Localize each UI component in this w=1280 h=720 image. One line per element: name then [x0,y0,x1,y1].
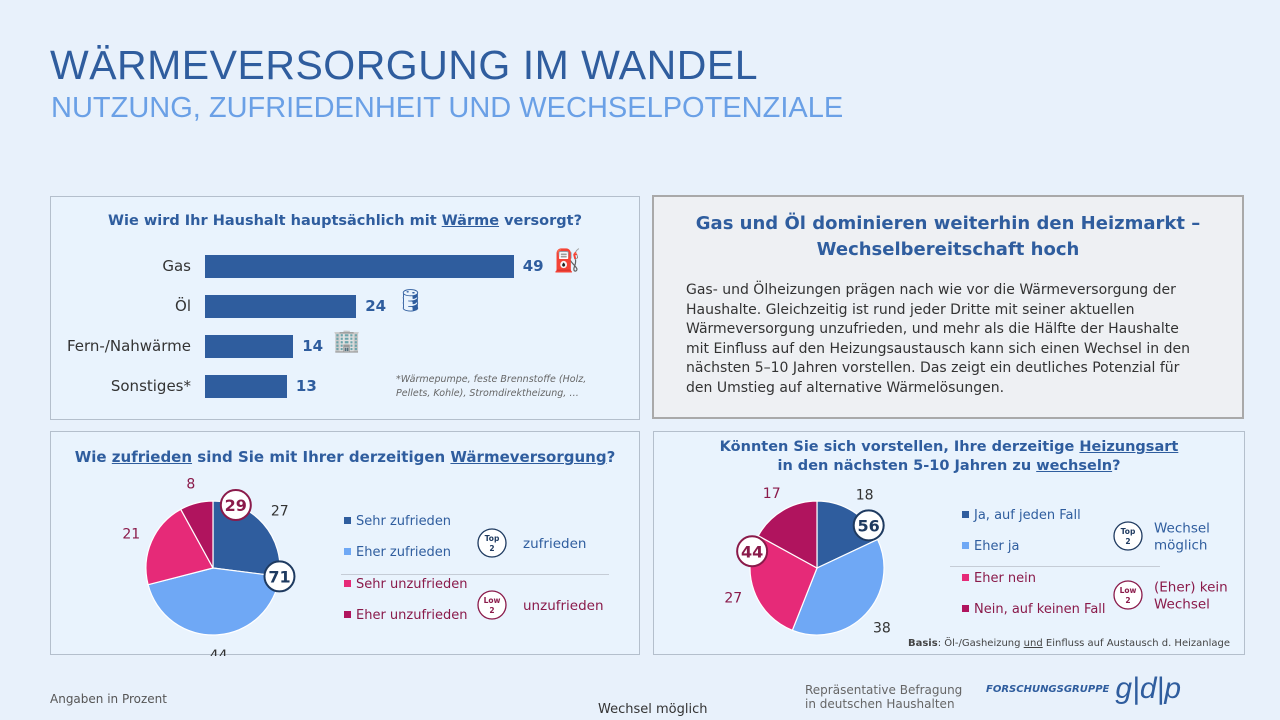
pie-slice [757,500,818,570]
legend-label: Ja, auf jeden Fall [973,508,1081,523]
badge-text: 2 [489,544,494,553]
legend-swatch [962,605,969,612]
pie-slice [147,567,281,636]
badge [477,590,507,620]
bar-chart-panel: Wie wird Ihr Haushalt hauptsächlich mit … [50,196,640,420]
slice-label: 27 [724,590,742,606]
badge-text: Low [484,596,501,605]
slice-label: 8 [186,477,195,493]
legend-swatch [344,548,351,555]
legend-swatch [344,611,351,618]
switch-pie: 18 38 27 17 56 44 Ja, auf jeden Fall Eher ja Ehe… [724,486,1228,637]
footer-center: Wechsel möglich [598,702,708,717]
footnote: *Wärmepumpe, feste Brennstoffe (Holz, Pe… [396,374,587,399]
badge-text: Low [1120,586,1137,595]
pie-slice [791,538,885,636]
bar-value: 14 [302,337,324,355]
legend-label: Eher unzufrieden [356,608,468,623]
slice-label: 27 [271,503,289,519]
legend-divider [341,574,609,575]
total-circle [736,535,769,568]
legend-label: Sehr zufrieden [356,514,451,529]
legend-swatch [344,580,351,587]
summary-body: Gas- und Ölheizungen prägen nach wie vor… [686,282,1190,396]
total-circle [263,560,296,593]
summary-headline: Gas und Öl dominieren weiterhin den Heiz… [695,213,1201,260]
total-value: 56 [858,516,880,535]
bar-chart-title: Wie wird Ihr Haushalt hauptsächlich mit … [108,213,582,229]
group-label: unzufrieden [523,598,604,614]
slice-label: 21 [122,526,140,542]
total-value: 29 [225,496,247,515]
bar-3 [205,375,287,398]
legend-label: Sehr unzufrieden [356,577,468,592]
switch-title: Könnten Sie sich vorstellen, Ihre derzei… [719,439,1179,474]
group-label: Wechsel [1154,597,1210,613]
total-value: 71 [268,567,290,586]
basis-note: Basis: Öl-/Gasheizung und Einfluss auf A… [907,638,1230,649]
satisfaction-pie: 27 44 21 8 71 29 Sehr zufrieden Eher zufrieden S… [122,477,604,656]
district-heating-icon: 🏢 [333,329,361,354]
bar-value: 13 [295,377,317,395]
legend-divider [950,566,1160,567]
legend-label: Nein, auf keinen Fall [974,602,1106,617]
slice-label: 17 [763,486,781,502]
badge-text: Top [485,534,500,543]
badge-text: 2 [1125,596,1130,605]
survey-note: Repräsentative Befragung in deutschen Ha… [805,683,963,711]
slice-label: 44 [210,648,228,656]
group-label: möglich [1154,538,1207,554]
summary-panel: Gas und Öl dominieren weiterhin den Heiz… [652,195,1244,419]
legend-label: Eher nein [974,571,1036,586]
group-label: Wechsel [1154,521,1210,537]
page-title: WÄRMEVERSORGUNG IM WANDEL [50,42,759,88]
bar-label: Öl [175,297,191,315]
badge-text: Top [1121,527,1136,536]
oil-pump-icon: ⛽ [553,249,582,274]
legend-label: Eher ja [974,539,1020,554]
total-value: 44 [741,542,763,561]
bar-label: Fern-/Nahwärme [66,337,191,355]
legend-swatch [962,511,969,518]
badge [477,528,507,558]
bar-2 [205,335,294,358]
switch-panel: Könnten Sie sich vorstellen, Ihre derzei… [653,431,1245,655]
bar-1 [205,295,357,318]
badge [1113,521,1143,551]
pie-slice [179,500,214,569]
badge [1113,580,1143,610]
bar-value: 49 [522,257,544,275]
badge-text: 2 [489,606,494,615]
group-label: zufrieden [523,536,586,552]
pie-slice [145,508,214,586]
bar-value: 24 [365,297,387,315]
page-subtitle: NUTZUNG, ZUFRIEDENHEIT UND WECHSELPOTENZ… [51,92,844,124]
unit-note: Angaben in Prozent [50,692,167,706]
bar-label: Gas [162,257,191,275]
legend-swatch [962,574,969,581]
satisfaction-panel: Wie zufrieden sind Sie mit Ihrer derzeit… [50,431,640,656]
legend-label: Eher zufrieden [356,545,451,560]
slice-label: 38 [873,621,891,637]
group-label: (Eher) kein [1154,580,1228,596]
oil-canister-icon: 🛢 [396,289,425,314]
satisfaction-title: Wie zufrieden sind Sie mit Ihrer derzeit… [74,448,616,466]
bar-0 [205,255,514,278]
slice-label: 18 [856,488,874,504]
logo: FORSCHUNGSGRUPPE g|d|p [986,672,1181,705]
legend-swatch [344,517,351,524]
total-circle [219,489,252,522]
total-circle [852,509,885,542]
legend-swatch [962,542,969,549]
badge-text: 2 [1125,537,1130,546]
bar-label: Sonstiges* [110,377,191,395]
